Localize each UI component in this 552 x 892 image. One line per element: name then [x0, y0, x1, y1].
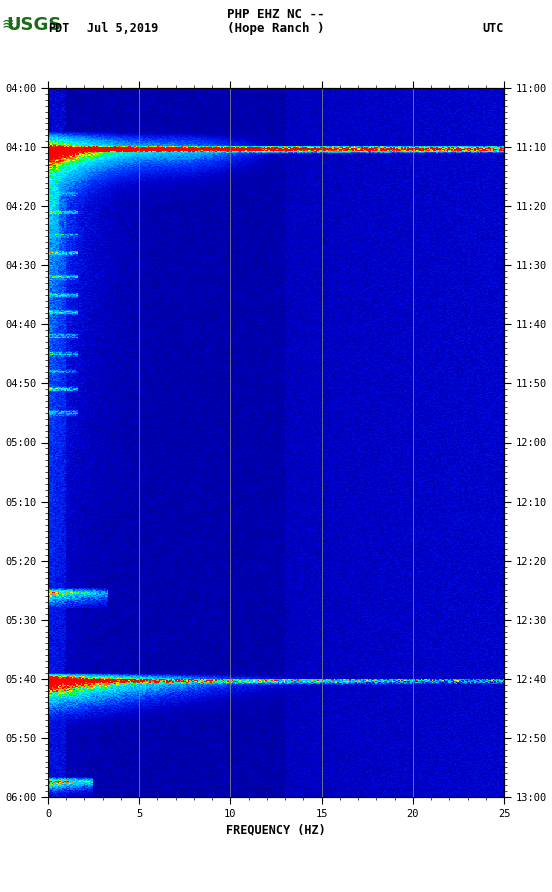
X-axis label: FREQUENCY (HZ): FREQUENCY (HZ)	[226, 823, 326, 836]
Text: ≋: ≋	[1, 17, 14, 32]
Text: USGS: USGS	[7, 15, 62, 34]
Text: Jul 5,2019: Jul 5,2019	[87, 22, 158, 35]
Text: UTC: UTC	[482, 22, 504, 35]
Text: (Hope Ranch ): (Hope Ranch )	[227, 22, 325, 35]
Text: PHP EHZ NC --: PHP EHZ NC --	[227, 8, 325, 21]
Text: PDT: PDT	[48, 22, 70, 35]
